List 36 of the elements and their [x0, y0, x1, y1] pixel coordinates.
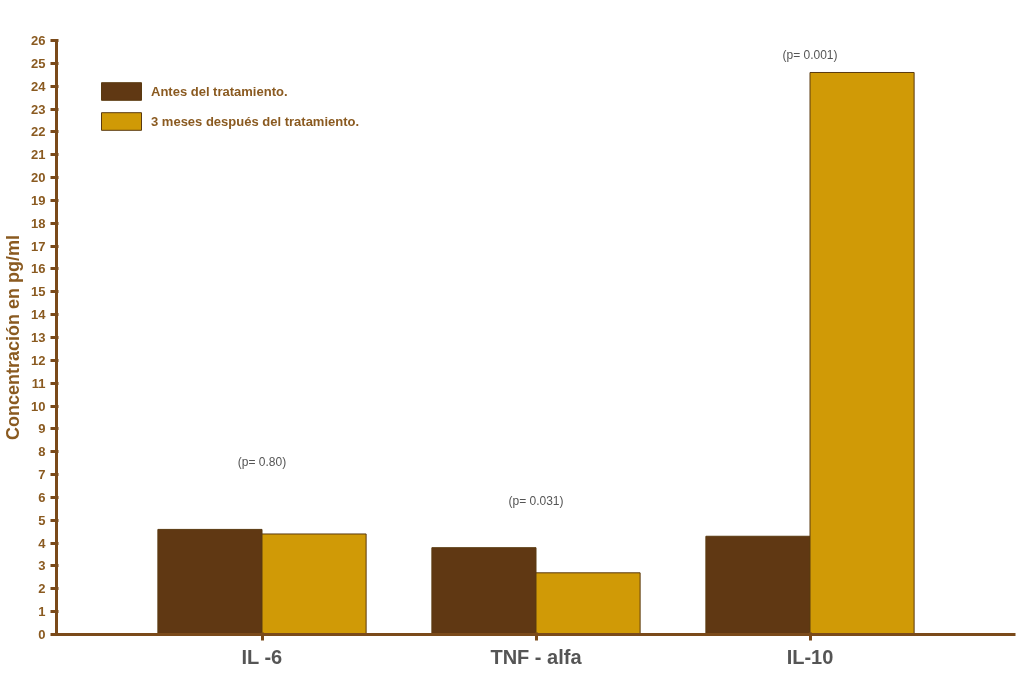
y-tick-label: 25	[31, 55, 46, 71]
y-tick-label: 18	[31, 215, 46, 231]
y-tick-label: 8	[38, 444, 46, 460]
y-tick-label: 0	[38, 627, 46, 642]
y-tick-label: 26	[31, 33, 46, 48]
y-tick-label: 19	[31, 192, 46, 208]
y-tick-label: 17	[31, 238, 46, 254]
legend-label: 3 meses después del tratamiento.	[151, 113, 360, 129]
y-tick-label: 9	[38, 421, 46, 437]
y-tick-label: 12	[31, 352, 46, 368]
y-axis-title: Concentración en pg/ml	[3, 234, 24, 441]
y-tick-label: 24	[31, 78, 47, 94]
x-tick-label: IL -6	[241, 645, 283, 668]
annotation: (p= 0.031)	[508, 493, 564, 508]
annotation: (p= 0.80)	[237, 455, 287, 470]
y-tick-label: 23	[31, 101, 46, 117]
y-tick-label: 16	[31, 261, 46, 277]
y-tick-label: 4	[38, 535, 47, 551]
y-tick-label: 13	[31, 330, 46, 345]
y-tick-label: 6	[38, 489, 46, 505]
y-tick-label: 15	[31, 284, 46, 300]
y-tick-label: 20	[31, 170, 46, 186]
y-tick-label: 22	[31, 124, 46, 140]
annotation: (p= 0.001)	[782, 48, 838, 63]
y-tick-label: 2	[38, 581, 46, 597]
x-tick-label: TNF - alfa	[490, 645, 583, 668]
y-tick-label: 1	[38, 604, 46, 620]
y-tick-label: 21	[31, 147, 46, 163]
y-tick-label: 11	[31, 375, 46, 391]
x-tick-label: IL-10	[786, 645, 834, 668]
y-tick-label: 14	[31, 307, 47, 323]
y-tick-label: 3	[38, 558, 46, 574]
y-tick-label: 7	[38, 467, 46, 483]
legend-label: Antes del tratamiento.	[151, 83, 288, 99]
y-tick-label: 5	[38, 512, 46, 528]
y-tick-label: 10	[31, 398, 46, 414]
